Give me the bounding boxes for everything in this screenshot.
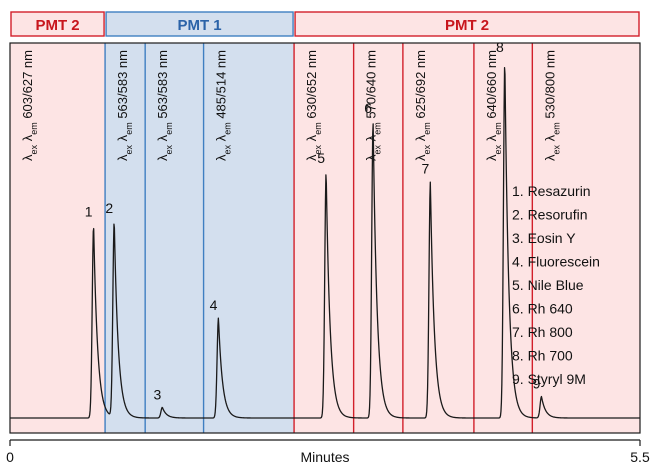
detector-band-backgrounds bbox=[10, 43, 640, 433]
wavelength-region-dividers bbox=[104, 43, 534, 433]
peak-label-3: 3 bbox=[153, 386, 161, 402]
detector-header-box-1 bbox=[10, 11, 105, 37]
detector-band-1 bbox=[10, 43, 106, 433]
detector-header-bar: PMT 2 PMT 1 PMT 2 bbox=[10, 11, 640, 37]
plot-frame bbox=[9, 42, 641, 434]
wavelength-labels: λex λem 603/627 nm λex λem 563/583 nm λex … bbox=[20, 50, 561, 161]
chromatogram-trace bbox=[9, 67, 641, 419]
wavelength-label-2: λex λem 563/583 nm bbox=[115, 50, 134, 161]
peak-labels: 1 2 3 4 5 6 7 8 9 bbox=[85, 39, 541, 402]
peak-label-2: 2 bbox=[105, 200, 113, 216]
detector-header-label-3: PMT 2 bbox=[445, 17, 489, 34]
wavelength-label-9: λex λem 530/800 nm bbox=[542, 50, 561, 161]
legend-item-1: 1. Resazurin bbox=[512, 183, 591, 199]
detector-header-box-2 bbox=[105, 11, 294, 37]
legend-item-2: 2. Resorufin bbox=[512, 207, 587, 223]
legend-item-7: 7. Rh 800 bbox=[512, 324, 573, 340]
detector-header-box-3 bbox=[294, 11, 640, 37]
chart-legend: 1. Resazurin 2. Resorufin 3. Eosin Y 4. Flu… bbox=[512, 183, 600, 387]
x-axis-title: Minutes bbox=[300, 449, 349, 465]
peak-label-6: 6 bbox=[364, 100, 372, 116]
detector-header-label-1: PMT 2 bbox=[35, 17, 79, 34]
wavelength-label-5: λex λem 630/652 nm bbox=[304, 50, 323, 161]
legend-item-9: 9. Styryl 9M bbox=[512, 371, 586, 387]
x-axis: 0 5.5 Minutes bbox=[6, 439, 650, 465]
legend-item-6: 6. Rh 640 bbox=[512, 301, 573, 317]
peak-label-7: 7 bbox=[421, 161, 429, 177]
wavelength-label-8: λex λem 640/660 nm bbox=[484, 50, 503, 161]
legend-item-8: 8. Rh 700 bbox=[512, 348, 573, 364]
wavelength-label-1: λex λem 603/627 nm bbox=[20, 50, 39, 161]
legend-item-5: 5. Nile Blue bbox=[512, 277, 584, 293]
wavelength-label-4: λex λem 485/514 nm bbox=[214, 50, 233, 161]
detector-band-3 bbox=[294, 43, 640, 433]
wavelength-label-7: λex λem 625/692 nm bbox=[413, 50, 432, 161]
legend-item-3: 3. Eosin Y bbox=[512, 230, 576, 246]
wavelength-label-6: λex λem 570/640 nm bbox=[364, 50, 383, 161]
peak-label-4: 4 bbox=[210, 297, 218, 313]
peak-label-5: 5 bbox=[317, 150, 325, 166]
detector-header-label-2: PMT 1 bbox=[177, 17, 221, 34]
peak-label-9: 9 bbox=[533, 376, 541, 392]
legend-item-4: 4. Fluorescein bbox=[512, 254, 600, 270]
detector-band-2 bbox=[105, 43, 295, 433]
x-tick-label-start: 0 bbox=[6, 449, 14, 465]
x-tick-label-end: 5.5 bbox=[630, 449, 650, 465]
wavelength-label-3: λex λem 563/583 nm bbox=[155, 50, 174, 161]
peak-label-8: 8 bbox=[496, 39, 504, 55]
peak-label-1: 1 bbox=[85, 204, 93, 220]
